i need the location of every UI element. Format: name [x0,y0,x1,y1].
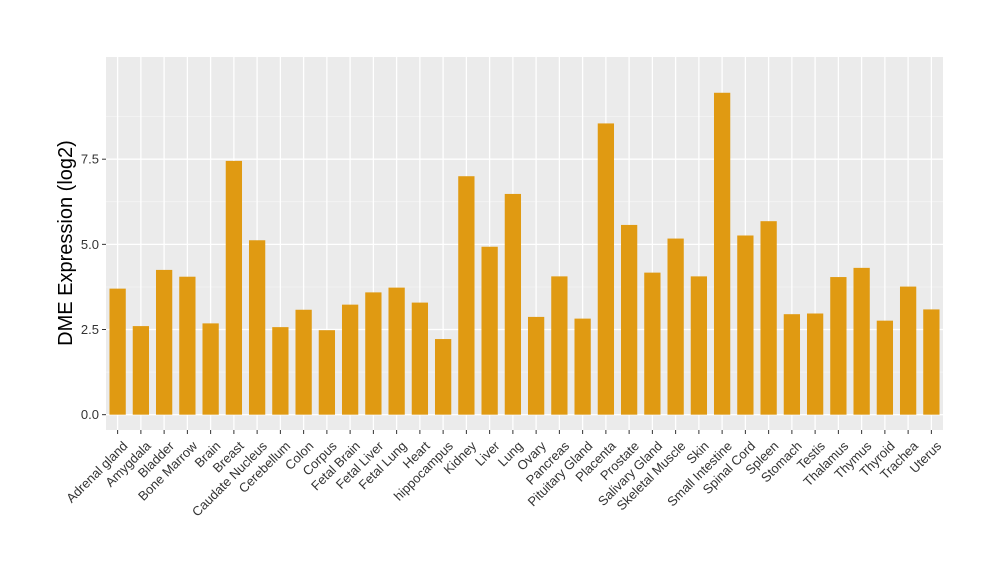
y-tick-label: 5.0 [81,237,99,252]
bar-fetal-brain [341,304,359,415]
bar-amygdala [132,326,150,415]
bar-thalamus [830,277,847,415]
bar-fetal-liver [365,292,382,415]
bar-spleen [760,221,777,415]
bar-brain [202,323,219,415]
bar-stomach [783,314,801,415]
bar-thyroid [876,320,894,415]
bar-bladder [155,269,173,415]
plot-panel [106,57,943,430]
bar-adrenal-gland [109,288,126,415]
bar-kidney [458,176,475,415]
bar-spinal-cord [737,235,754,415]
bar-placenta [597,123,615,415]
bar-heart [411,302,429,415]
bars [109,92,940,415]
bar-skin [690,276,708,415]
bar-colon [295,309,312,415]
bar-breast [225,160,243,415]
x-tick-label: Liver [472,438,503,469]
y-tick-label: 2.5 [81,322,99,337]
bar-prostate [620,224,638,415]
y-axis-label: DME Expression (log2) [55,140,77,346]
bar-pituitary-gland [574,318,591,415]
y-tick-label: 7.5 [81,152,99,167]
bar-cerebellum [272,327,289,415]
bar-lung [504,193,522,415]
bar-liver [481,246,498,415]
bar-thymus [853,267,870,415]
bar-bone-marrow [179,276,196,415]
bar-caudate-nucleus [248,240,266,415]
bar-testis [806,313,824,415]
bar-fetal-lung [388,287,405,415]
bar-skeletal-muscle [667,238,684,415]
bar-pancreas [551,276,568,415]
bar-hippocampus [434,339,452,415]
bar-ovary [527,316,545,415]
bar-corpus [318,330,336,415]
bar-small-intestine [713,92,731,415]
bar-trachea [899,286,917,415]
y-tick-label: 0.0 [81,407,99,422]
bar-salivary-gland [644,272,661,415]
bar-uterus [923,309,940,415]
